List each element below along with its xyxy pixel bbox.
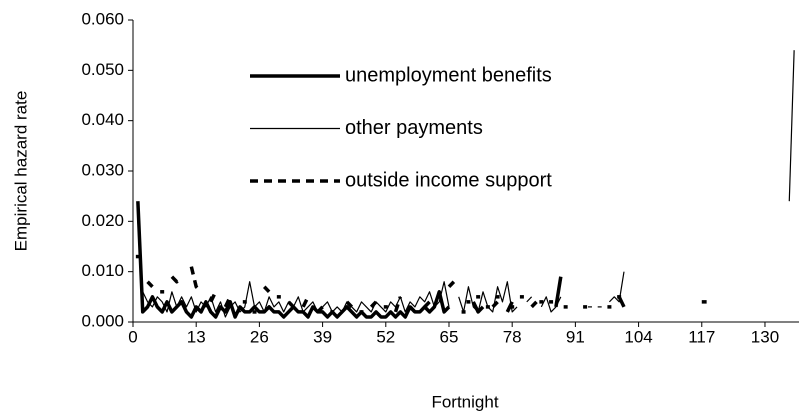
series-line	[301, 296, 310, 308]
x-tick-label: 117	[688, 327, 715, 346]
series-line	[788, 50, 795, 202]
x-tick-label: 78	[503, 327, 522, 346]
legend-label: unemployment benefits	[345, 64, 552, 86]
series-line	[209, 291, 218, 303]
y-tick-label: 0.010	[81, 261, 124, 280]
x-tick-label: 39	[313, 327, 332, 346]
series-line	[136, 201, 451, 319]
series-line	[447, 280, 456, 288]
x-tick-label: 65	[440, 327, 459, 346]
series-line	[316, 305, 324, 314]
legend-label: outside income support	[345, 169, 552, 191]
series-line	[608, 271, 625, 303]
series-line	[393, 296, 403, 313]
series-line	[540, 296, 562, 313]
y-tick-label: 0.050	[81, 60, 124, 79]
x-tick-label: 13	[187, 327, 206, 346]
series-line	[137, 221, 450, 318]
x-tick-label: 26	[250, 327, 269, 346]
series-line	[526, 296, 533, 303]
series-line	[287, 300, 295, 309]
series-line	[554, 276, 563, 308]
y-tick-label: 0.000	[81, 311, 124, 330]
series-line	[262, 285, 271, 294]
series-line	[408, 305, 417, 314]
legend-label: other payments	[345, 117, 483, 139]
series-line	[530, 300, 538, 309]
y-tick-label: 0.030	[81, 160, 124, 179]
y-tick-label: 0.060	[81, 9, 124, 28]
x-tick-label: 91	[566, 327, 585, 346]
x-axis-label: Fortnight	[431, 392, 498, 411]
series-line	[345, 300, 354, 309]
x-tick-label: 0	[128, 327, 137, 346]
series-line	[369, 300, 378, 309]
series-line	[423, 300, 431, 309]
series-line	[170, 275, 183, 284]
x-tick-label: 104	[624, 327, 652, 346]
y-tick-label: 0.040	[81, 110, 124, 129]
series-line	[146, 280, 154, 288]
x-tick-label: 52	[376, 327, 395, 346]
y-tick-label: 0.020	[81, 211, 124, 230]
y-axis-label: Empirical hazard rate	[11, 91, 30, 252]
series-line	[223, 296, 232, 308]
x-tick-label: 130	[751, 327, 779, 346]
series-line	[189, 266, 203, 294]
